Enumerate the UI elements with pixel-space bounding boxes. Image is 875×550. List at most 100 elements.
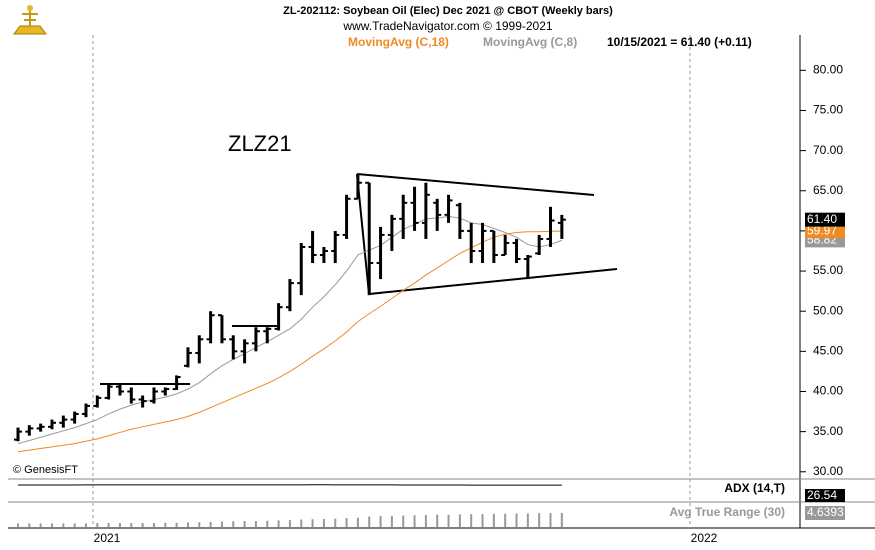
atr-bar (447, 514, 450, 527)
price-bar (478, 222, 487, 264)
atr-bar (152, 523, 155, 527)
atr-bar (356, 517, 359, 527)
price-bar (251, 327, 260, 352)
price-bar (399, 194, 408, 239)
last-value-box (805, 224, 845, 239)
last-value-label: 61.40 (807, 212, 837, 226)
atr-bar (345, 518, 348, 527)
atr-bar (368, 516, 371, 527)
legend-ma18: MovingAvg (C,18) (348, 35, 449, 49)
price-bar (365, 181, 374, 296)
y-tick-label: 30.00 (813, 464, 843, 478)
price-bar (115, 383, 124, 396)
price-bar (59, 415, 68, 428)
price-bar (263, 327, 272, 344)
price-bar (297, 242, 306, 296)
atr-bar (322, 518, 325, 527)
price-bar (546, 206, 555, 247)
last-value-box (805, 212, 845, 227)
atr-bar (28, 523, 31, 527)
price-bar (183, 347, 192, 368)
atr-bar (515, 513, 518, 527)
price-bar (319, 246, 328, 264)
y-tick-label: 35.00 (813, 424, 843, 438)
y-tick-label: 75.00 (813, 103, 843, 117)
price-bar (444, 194, 453, 223)
price-bar (376, 226, 385, 280)
price-bar (36, 423, 45, 432)
atr-bar (84, 523, 87, 527)
atr-bar (164, 522, 167, 527)
price-bar (47, 419, 56, 430)
x-tick-label: 2022 (691, 531, 718, 545)
price-bar (14, 427, 22, 442)
y-tick-label: 70.00 (813, 143, 843, 157)
price-bar (274, 303, 283, 331)
price-bar (25, 425, 34, 436)
atr-bar (73, 523, 76, 527)
atr-bar (458, 514, 461, 527)
price-bar (206, 311, 215, 344)
atr-bar (300, 519, 303, 527)
atr-bar (470, 514, 473, 527)
legend-ma8: MovingAvg (C,8) (483, 35, 577, 49)
atr-value-box (805, 506, 845, 520)
price-bar (229, 335, 238, 360)
atr-bar (266, 520, 269, 527)
price-bar (161, 387, 170, 396)
adx-name: ADX (14,T) (724, 481, 785, 495)
price-bar (172, 375, 181, 391)
y-tick-label: 65.00 (813, 183, 843, 197)
price-bar (512, 238, 521, 264)
atr-bar (526, 513, 529, 527)
price-bar (93, 395, 102, 408)
atr-bar (311, 519, 314, 527)
price-bar (557, 214, 566, 239)
price-bar (70, 411, 79, 424)
atr-value: 4.6393 (807, 505, 844, 519)
atr-bar (232, 521, 235, 527)
price-bar (195, 335, 204, 364)
price-bar (149, 387, 158, 404)
y-tick-label: 50.00 (813, 303, 843, 317)
y-tick-label: 80.00 (813, 62, 843, 76)
price-bar (353, 174, 362, 200)
price-bar (331, 230, 340, 264)
y-tick-label: 45.00 (813, 344, 843, 358)
price-bar (467, 222, 476, 264)
price-bar (138, 395, 147, 408)
atr-bar (96, 523, 99, 527)
atr-bar (436, 514, 439, 527)
atr-bar (424, 515, 427, 527)
atr-bar (175, 522, 178, 527)
price-bar (489, 229, 498, 264)
price-bar (433, 198, 442, 231)
atr-bar (413, 515, 416, 527)
atr-bar (560, 513, 563, 527)
atr-bar (538, 513, 541, 527)
info: 10/15/2021 = 61.40 (+0.11) (607, 35, 752, 49)
last-value-label: 59.97 (807, 223, 837, 237)
atr-bar (17, 523, 19, 527)
atr-bar (220, 521, 223, 527)
atr-bar (379, 516, 382, 527)
annotation: ZLZ21 (228, 131, 292, 156)
atr-bar (130, 523, 133, 527)
price-bar (421, 182, 430, 239)
atr-bar (107, 523, 110, 527)
atr-bar (277, 520, 280, 527)
atr-bar (481, 514, 484, 527)
price-bar (217, 314, 226, 344)
price-bar (285, 279, 294, 312)
atr-bar (402, 515, 405, 527)
atr-bar (492, 513, 495, 527)
price-bar (387, 214, 396, 251)
credit: © GenesisFT (13, 464, 78, 476)
atr-bar (549, 513, 552, 527)
price-bar (535, 234, 544, 255)
title: ZL-202112: Soybean Oil (Elec) Dec 2021 @… (283, 5, 613, 17)
atr-bar (62, 523, 65, 527)
atr-bar (334, 518, 337, 527)
